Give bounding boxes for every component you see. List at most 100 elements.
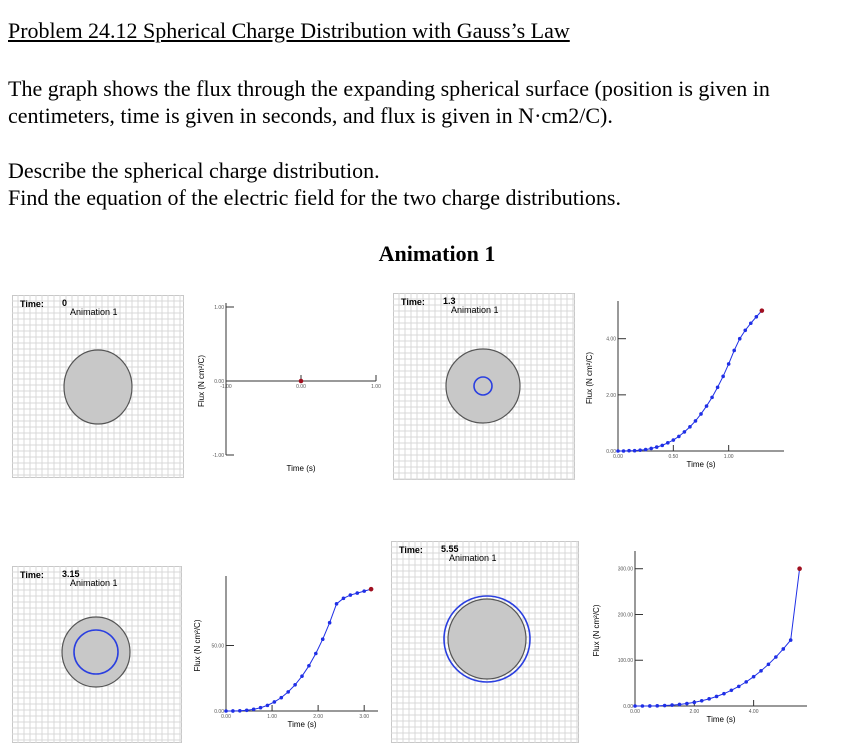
data-point <box>729 688 734 693</box>
grid-lines <box>393 293 575 480</box>
x-tick-label: 3.00 <box>359 714 369 720</box>
flux-graph-3[interactable]: 0.00 1.00 2.00 3.00 50.00 0.00 Time (s) Flux (N… <box>186 566 384 743</box>
gaussian-surface <box>473 376 493 396</box>
data-point <box>710 395 714 400</box>
charged-sphere <box>447 598 527 680</box>
data-point <box>721 374 725 379</box>
data-point <box>640 704 645 708</box>
data-point <box>327 620 332 625</box>
data-point <box>732 348 736 353</box>
data-point <box>362 589 366 593</box>
data-point <box>737 336 742 341</box>
data-point <box>272 700 277 704</box>
time-label: Time: <box>401 297 425 307</box>
data-point <box>348 593 353 597</box>
data-point <box>320 637 325 642</box>
charged-sphere <box>445 348 521 424</box>
charged-sphere <box>63 349 133 425</box>
x-axis-label: Time (s) <box>706 715 735 724</box>
y-tick-label: 0.00 <box>214 709 224 715</box>
x-tick-label: 2.00 <box>313 714 323 720</box>
y-tick-label: -1.00 <box>213 453 225 459</box>
data-point <box>766 662 771 667</box>
data-point <box>685 701 689 706</box>
data-point <box>677 702 682 707</box>
x-tick-label: 0.00 <box>296 384 306 390</box>
x-axis-label: Time (s) <box>287 720 316 729</box>
data-point <box>714 694 719 699</box>
data-point <box>699 412 703 416</box>
y-axis-label: Flux (N cm²/C) <box>193 619 202 671</box>
intro-line-2: centimeters, time is given in seconds, a… <box>8 103 613 128</box>
y-tick-label: 2.00 <box>606 393 616 399</box>
charged-sphere <box>61 616 131 688</box>
data-point <box>265 703 270 708</box>
task-line-2: Find the equation of the electric field … <box>8 185 621 210</box>
data-point <box>286 690 290 694</box>
data-point <box>307 664 311 668</box>
data-point <box>660 443 665 448</box>
data-point <box>744 680 749 684</box>
data-point <box>231 709 235 713</box>
y-tick-label: 0.00 <box>214 379 224 385</box>
data-point <box>704 404 709 408</box>
data-point <box>633 704 637 708</box>
data-point <box>699 698 704 703</box>
x-tick-label: 4.00 <box>749 709 759 715</box>
x-axis-label: Time (s) <box>686 460 715 469</box>
data-point <box>736 684 741 689</box>
data-point <box>300 674 304 678</box>
data-point <box>649 446 653 451</box>
gaussian-surface <box>443 595 531 683</box>
data-point <box>632 448 637 453</box>
current-data-point <box>298 378 304 384</box>
y-tick-label: 100.00 <box>618 658 634 664</box>
data-point <box>662 703 667 708</box>
data-point <box>692 700 697 705</box>
x-tick-label: 1.00 <box>267 714 277 720</box>
plot-background <box>190 295 385 478</box>
data-point <box>638 448 642 452</box>
data-point <box>759 669 763 673</box>
data-point <box>258 705 263 710</box>
data-point <box>251 707 256 712</box>
x-tick-label: 1.00 <box>371 384 381 390</box>
current-data-point <box>368 586 374 592</box>
data-point <box>707 697 711 701</box>
current-data-point <box>759 308 765 313</box>
x-tick-label: 2.00 <box>689 709 699 715</box>
data-point <box>749 321 753 326</box>
data-point <box>788 638 793 642</box>
data-point <box>616 449 620 453</box>
flux-graph-2[interactable]: 0.00 0.50 1.00 4.00 2.00 0.00 Time (s) Flux (N … <box>578 295 790 480</box>
y-tick-label: 0.00 <box>606 449 616 455</box>
plot-background <box>585 541 815 743</box>
flux-graph-4[interactable]: 0.00 2.00 4.00 300.00 200.00 100.00 0.00 Time (… <box>585 541 815 743</box>
y-axis-label: Flux (N cm²/C) <box>592 604 601 656</box>
time-value: 0 <box>62 298 67 308</box>
y-tick-label: 50.00 <box>211 644 224 650</box>
data-point <box>643 447 648 452</box>
data-point <box>715 385 720 390</box>
data-point <box>670 703 674 707</box>
plot-background <box>578 295 790 480</box>
data-point <box>693 419 698 423</box>
data-point <box>671 438 676 442</box>
animation-label: Animation 1 <box>449 553 497 563</box>
animation-label: Animation 1 <box>70 307 118 317</box>
task-paragraph: Describe the spherical charge distributi… <box>8 157 621 211</box>
y-axis-label: Flux (N cm²/C) <box>585 352 594 404</box>
time-label: Time: <box>399 545 423 555</box>
time-label: Time: <box>20 299 44 309</box>
data-point <box>682 430 687 434</box>
data-point <box>654 445 659 449</box>
x-tick-label: 0.00 <box>221 714 231 720</box>
task-line-1: Describe the spherical charge distributi… <box>8 158 380 183</box>
data-point <box>688 425 692 429</box>
data-point <box>279 695 284 700</box>
